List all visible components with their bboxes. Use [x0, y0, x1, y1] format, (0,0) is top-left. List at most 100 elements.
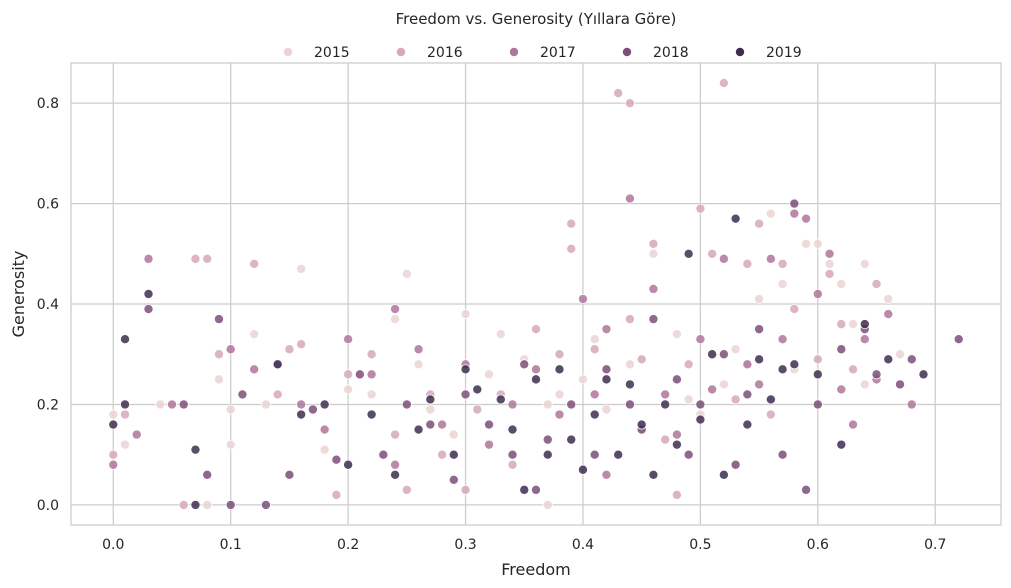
data-point [343, 384, 354, 395]
data-point [542, 434, 553, 445]
data-point [178, 399, 189, 410]
legend-marker [622, 47, 633, 58]
data-point [319, 399, 330, 410]
chart-title: Freedom vs. Generosity (Yıllara Göre) [396, 10, 677, 28]
data-point [789, 198, 800, 209]
data-point [812, 369, 823, 380]
data-point [213, 374, 224, 385]
data-point [190, 499, 201, 510]
data-point [425, 404, 436, 415]
data-point [765, 409, 776, 420]
data-point [718, 469, 729, 480]
grid [71, 63, 1001, 525]
data-point [754, 324, 765, 335]
x-tick-labels: 0.0 0.1 0.2 0.3 0.4 0.5 0.6 0.7 [102, 537, 946, 553]
series-2019 [108, 213, 929, 510]
data-point [859, 379, 870, 390]
legend-item-2017: 2017 [508, 45, 576, 61]
data-point [824, 248, 835, 259]
data-point [390, 314, 401, 325]
data-point [166, 399, 177, 410]
x-tick-label: 0.6 [807, 537, 829, 553]
y-tick-label: 0.2 [37, 397, 59, 413]
data-point [202, 499, 213, 510]
data-point [624, 193, 635, 204]
data-point [754, 354, 765, 365]
data-point [601, 469, 612, 480]
data-point [531, 364, 542, 375]
x-tick-label: 0.1 [220, 537, 242, 553]
data-point [624, 359, 635, 370]
data-point [683, 394, 694, 405]
data-point [120, 399, 131, 410]
data-point [730, 213, 741, 224]
data-point [343, 369, 354, 380]
data-point [648, 314, 659, 325]
data-point [671, 374, 682, 385]
data-point [120, 409, 131, 420]
data-point [448, 474, 459, 485]
data-point [859, 334, 870, 345]
data-point [190, 253, 201, 264]
data-point [801, 213, 812, 224]
data-point [495, 394, 506, 405]
data-point [895, 349, 906, 360]
y-axis-label: Generosity [9, 251, 28, 338]
data-point [589, 409, 600, 420]
data-point [777, 258, 788, 269]
data-point [883, 309, 894, 320]
data-point [718, 78, 729, 89]
data-point [754, 294, 765, 305]
data-point [754, 379, 765, 390]
data-point [272, 389, 283, 400]
data-point [296, 339, 307, 350]
data-point [789, 304, 800, 315]
data-point [566, 243, 577, 254]
data-point [754, 218, 765, 229]
data-point [777, 364, 788, 375]
data-point [460, 389, 471, 400]
data-point [683, 359, 694, 370]
data-point [613, 449, 624, 460]
data-point [648, 469, 659, 480]
data-point [742, 389, 753, 400]
data-point [589, 344, 600, 355]
data-point [566, 218, 577, 229]
y-tick-label: 0.0 [37, 498, 59, 514]
data-point [331, 489, 342, 500]
data-point [260, 499, 271, 510]
data-point [519, 484, 530, 495]
data-point [131, 429, 142, 440]
data-point [507, 449, 518, 460]
data-point [883, 354, 894, 365]
data-point [507, 459, 518, 470]
data-points [108, 78, 964, 510]
data-point [624, 399, 635, 410]
data-point [542, 499, 553, 510]
data-point [554, 409, 565, 420]
legend-label: 2017 [540, 45, 576, 61]
data-point [155, 399, 166, 410]
data-point [589, 389, 600, 400]
data-point [671, 329, 682, 340]
x-tick-label: 0.3 [454, 537, 476, 553]
data-point [213, 314, 224, 325]
data-point [519, 359, 530, 370]
data-point [718, 379, 729, 390]
data-point [390, 469, 401, 480]
data-point [660, 399, 671, 410]
data-point [859, 258, 870, 269]
data-point [765, 394, 776, 405]
data-point [883, 294, 894, 305]
data-point [225, 439, 236, 450]
data-point [918, 369, 929, 380]
legend-marker [508, 47, 519, 58]
data-point [366, 369, 377, 380]
data-point [108, 409, 119, 420]
legend-item-2018: 2018 [622, 45, 689, 61]
data-point [460, 484, 471, 495]
data-point [812, 354, 823, 365]
data-point [472, 384, 483, 395]
